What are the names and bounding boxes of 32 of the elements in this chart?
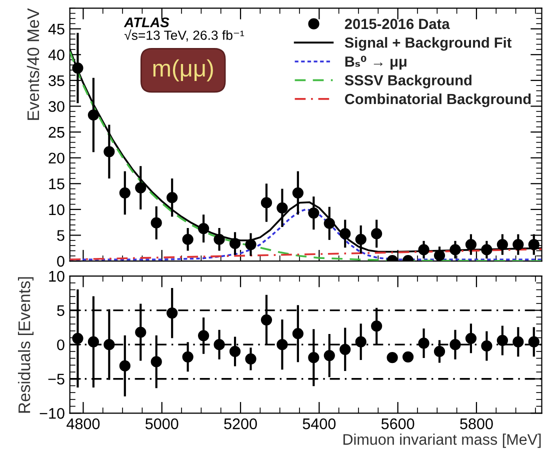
- legend-label: 2015-2016 Data: [344, 18, 450, 30]
- y-tick-label: 5: [57, 305, 64, 316]
- y-tick-label: 10: [49, 204, 64, 216]
- y-tick-label: 0: [57, 339, 64, 350]
- y-tick-label: −5: [48, 374, 64, 385]
- x-tick-label: 5200: [224, 418, 257, 430]
- y-tick-label: −10: [40, 408, 64, 419]
- y-tick-label: 35: [48, 75, 64, 86]
- x-tick-label: 5000: [145, 418, 178, 430]
- x-tick-label: 5800: [460, 418, 493, 430]
- legend-label: Bₛ⁰ → μμ: [345, 56, 406, 70]
- x-tick-label: 5400: [302, 418, 336, 430]
- legend-label: SSSV Background: [344, 74, 472, 88]
- legend-label: Combinatorial Background: [344, 93, 531, 108]
- y-tick-label: 15: [49, 178, 64, 190]
- y-tick-label: 25: [48, 126, 64, 138]
- annotation: ATLAS: [124, 17, 170, 28]
- y-axis-title: Residuals [Events]: [18, 277, 34, 413]
- y-tick-label: 5: [57, 230, 64, 241]
- legend-label: Signal + Background Fit: [344, 37, 512, 51]
- y-tick-label: 30: [48, 101, 64, 112]
- x-axis-title: Dimuon invariant mass [MeV]: [343, 434, 541, 448]
- y-tick-label: 0: [57, 256, 64, 267]
- y-axis-title: Events/40 MeV: [26, 8, 40, 120]
- y-tick-label: 10: [49, 270, 64, 282]
- y-tick-label: 20: [48, 152, 64, 164]
- x-tick-label: 5600: [381, 418, 414, 430]
- annotation: √s=13 TeV, 26.3 fb⁻¹: [124, 29, 244, 42]
- y-tick-label: 40: [48, 49, 64, 60]
- x-tick-label: 4800: [66, 418, 100, 430]
- annotation: m(μμ): [153, 59, 213, 82]
- y-tick-label: 45: [48, 24, 64, 34]
